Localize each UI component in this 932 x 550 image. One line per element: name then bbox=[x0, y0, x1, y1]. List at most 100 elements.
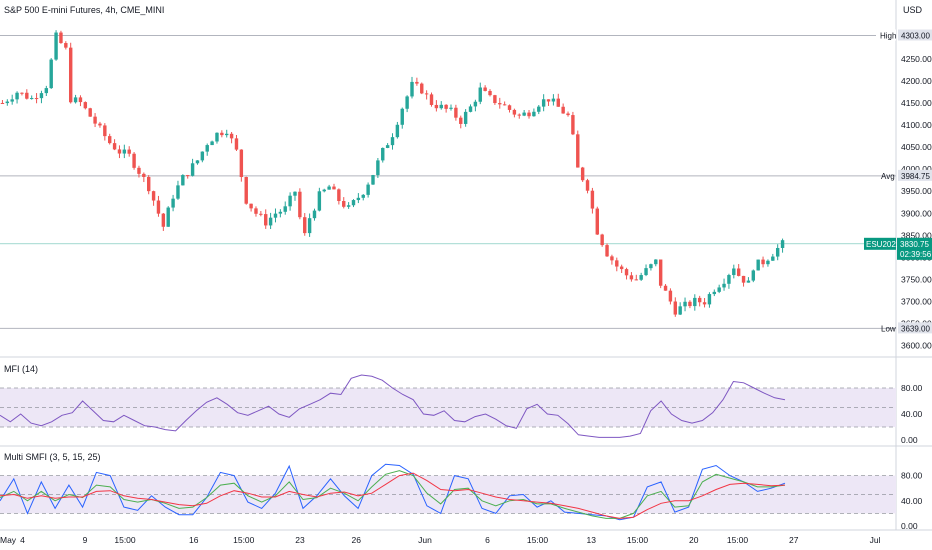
high-tag: High 4303.00 bbox=[876, 29, 932, 41]
candle-body bbox=[746, 280, 751, 283]
candle-body bbox=[342, 201, 346, 207]
candle-body bbox=[376, 160, 380, 176]
candle-body bbox=[615, 260, 619, 267]
candle-body bbox=[186, 175, 190, 177]
time-tick-label: 15:00 bbox=[114, 535, 136, 545]
candle-body bbox=[532, 111, 536, 117]
candle-body bbox=[732, 268, 736, 276]
candle-body bbox=[541, 99, 546, 107]
candle-body bbox=[142, 173, 146, 177]
candle-body bbox=[546, 99, 551, 102]
candle-body bbox=[498, 103, 502, 105]
price-tick-label: 3600.00 bbox=[901, 341, 932, 351]
candle-body bbox=[151, 191, 156, 201]
candle-body bbox=[454, 107, 458, 118]
candle-body bbox=[34, 98, 39, 100]
candle-body bbox=[249, 203, 253, 209]
candle-body bbox=[658, 259, 663, 286]
low-tag-value: 3639.00 bbox=[901, 324, 930, 333]
symbol-tag: ESU2022 3830.75 02:39:56 bbox=[864, 237, 932, 260]
candle-body bbox=[229, 133, 234, 139]
time-tick-label: 15:00 bbox=[233, 535, 255, 545]
candle-body bbox=[181, 175, 185, 186]
symbol-tag-value: 3830.75 bbox=[900, 240, 929, 249]
price-tick-label: 3850.00 bbox=[901, 230, 932, 240]
candle-body bbox=[293, 191, 297, 196]
candle-body bbox=[390, 137, 395, 146]
candle-body bbox=[107, 136, 112, 144]
mfi-axis-ticks: 80.00 40.00 0.00 bbox=[901, 383, 923, 445]
candle-body bbox=[303, 217, 307, 234]
candle-body bbox=[288, 195, 292, 207]
candle-body bbox=[712, 291, 717, 295]
candle-body bbox=[566, 113, 570, 116]
time-tick-label: 23 bbox=[295, 535, 305, 545]
candle-body bbox=[459, 117, 463, 124]
mfi-line bbox=[0, 374, 786, 438]
candle-body bbox=[741, 275, 746, 283]
candle-body bbox=[29, 98, 34, 100]
candle-body bbox=[771, 256, 775, 261]
mfi-guides bbox=[0, 387, 896, 428]
candle-body bbox=[68, 47, 73, 103]
candle-body bbox=[775, 247, 780, 257]
candle-body bbox=[571, 115, 575, 135]
candle-body bbox=[780, 240, 785, 248]
candle-body bbox=[239, 149, 244, 178]
candle-body bbox=[88, 108, 92, 117]
candle-body bbox=[702, 302, 707, 305]
candle-body bbox=[234, 138, 239, 150]
candle-body bbox=[78, 97, 83, 103]
candle-body bbox=[605, 245, 609, 257]
candle-body bbox=[122, 149, 127, 154]
candle-body bbox=[93, 116, 97, 124]
candle-body bbox=[629, 275, 634, 280]
time-tick-label: 27 bbox=[789, 535, 799, 545]
candle-body bbox=[766, 260, 770, 265]
candle-body bbox=[25, 92, 29, 99]
candle-body bbox=[171, 198, 175, 208]
candle-body bbox=[322, 189, 326, 192]
candle-body bbox=[556, 98, 560, 107]
candle-body bbox=[39, 93, 44, 99]
time-axis-ticks: May 4 9 15:00 16 15:00 23 26 Jun 6 15:00 13 15:00 20 1… bbox=[0, 535, 881, 545]
indicator-tick-label: 80.00 bbox=[901, 383, 923, 393]
price-tick-label: 4150.00 bbox=[901, 98, 932, 108]
candle-body bbox=[268, 217, 273, 226]
candle-body bbox=[644, 268, 648, 276]
low-tag-label: Low bbox=[881, 324, 896, 333]
candle-body bbox=[137, 167, 141, 174]
smfi-title: Multi SMFI (3, 5, 15, 25) bbox=[4, 452, 101, 462]
price-tick-label: 3950.00 bbox=[901, 186, 932, 196]
candle-body bbox=[156, 200, 161, 214]
candle-body bbox=[371, 175, 375, 185]
candle-body bbox=[5, 101, 10, 104]
price-tick-label: 4200.00 bbox=[901, 76, 932, 86]
candle-body bbox=[103, 125, 107, 137]
candle-body bbox=[54, 32, 58, 60]
candle-body bbox=[424, 93, 429, 95]
price-tick-label: 3700.00 bbox=[901, 296, 932, 306]
candle-body bbox=[244, 177, 248, 204]
candle-body bbox=[254, 208, 258, 214]
candle-body bbox=[668, 290, 673, 302]
candle-body bbox=[332, 186, 336, 190]
candle-body bbox=[439, 104, 443, 109]
smfi-fast-line bbox=[0, 463, 786, 521]
candle-body bbox=[132, 153, 136, 168]
candle-body bbox=[722, 283, 726, 288]
time-tick-label: 20 bbox=[689, 535, 699, 545]
candle-body bbox=[127, 149, 131, 154]
time-tick-label: 15:00 bbox=[527, 535, 549, 545]
candle-body bbox=[527, 112, 531, 117]
candle-body bbox=[205, 145, 209, 152]
candle-body bbox=[410, 81, 414, 97]
candle-body bbox=[478, 87, 482, 102]
candle-body bbox=[551, 98, 556, 102]
candle-body bbox=[161, 213, 166, 227]
candle-body bbox=[580, 167, 585, 181]
candle-body bbox=[10, 99, 14, 102]
candle-body bbox=[444, 104, 448, 109]
candle-body bbox=[361, 194, 365, 198]
